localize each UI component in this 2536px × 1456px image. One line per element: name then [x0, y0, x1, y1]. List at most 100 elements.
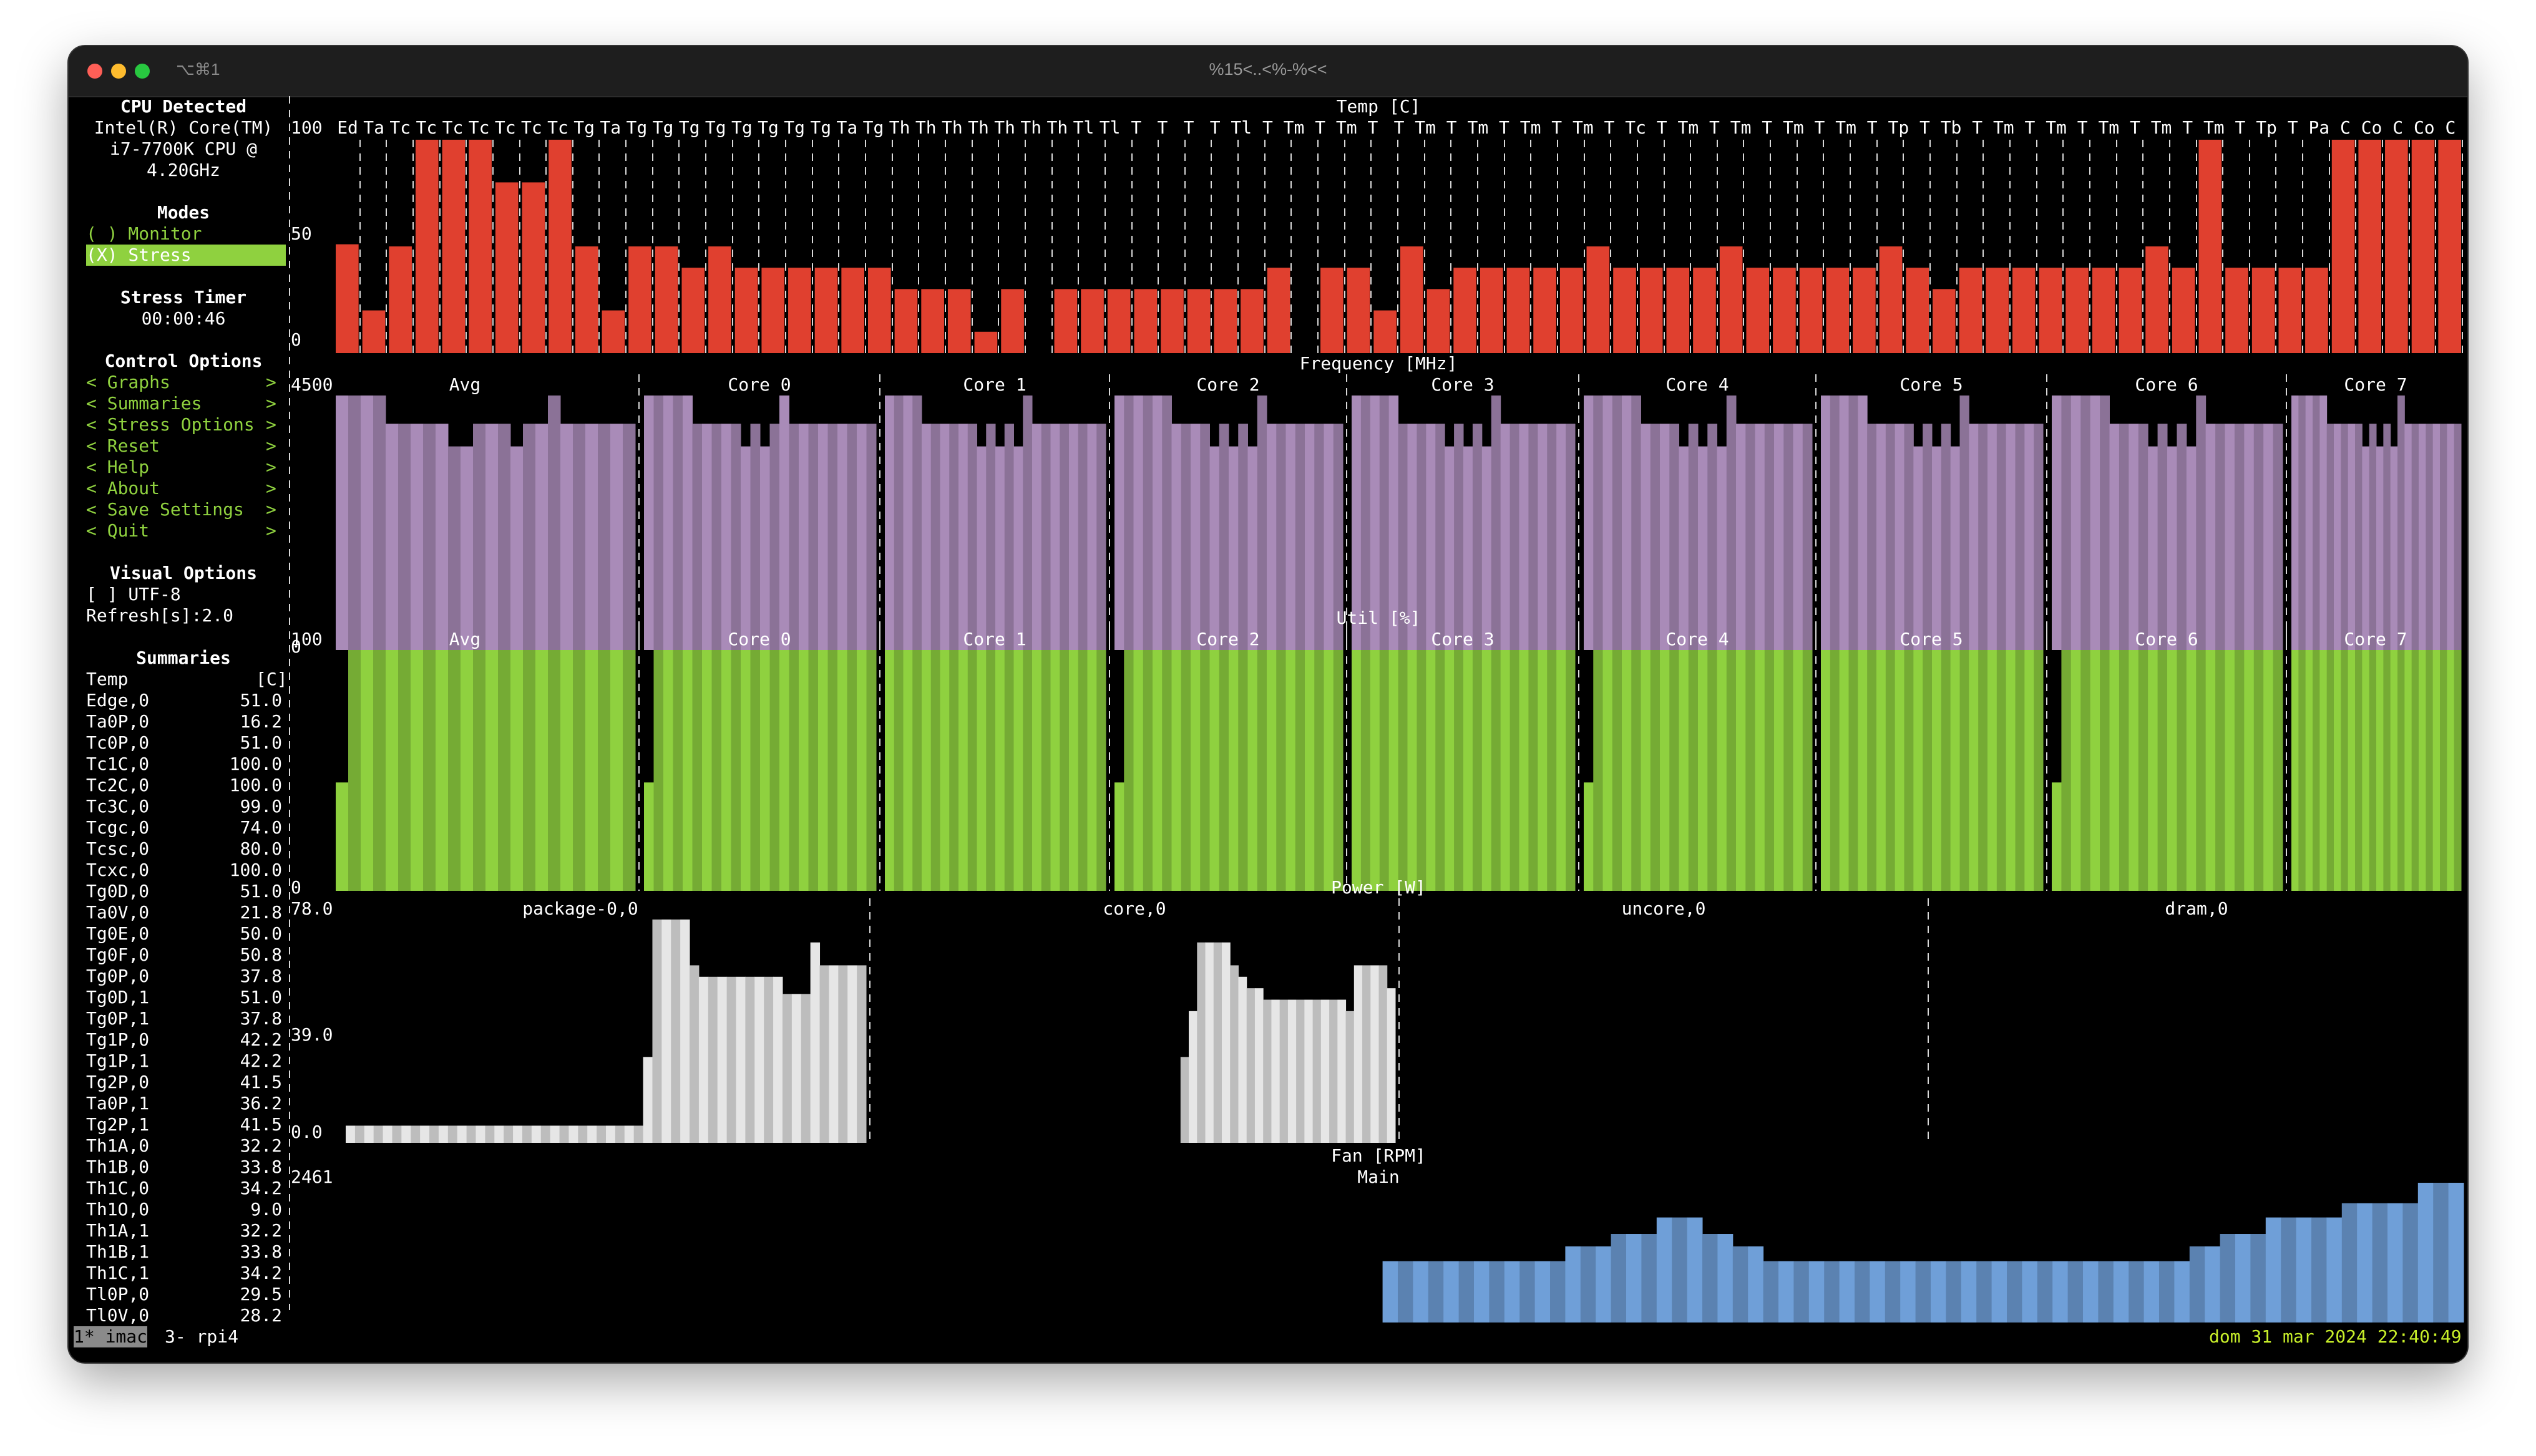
chart-bar [1885, 650, 1896, 891]
chart-bar [1764, 650, 1775, 891]
sensor-label: Tc [1625, 117, 1646, 138]
summary-row-value: 29.5 [240, 1284, 282, 1304]
chart-bar [2326, 650, 2334, 891]
chart-bar [2205, 424, 2216, 650]
control-option-item[interactable]: < Graphs [86, 372, 170, 392]
sensor-label: Tm [1835, 117, 1856, 138]
chart-bar [1900, 1261, 1916, 1323]
control-option-item[interactable]: < About [86, 478, 160, 498]
sensor-label: Th [889, 117, 910, 138]
chart-bar [702, 650, 712, 891]
chart-bar [789, 650, 799, 891]
chart-bar [1370, 650, 1380, 891]
chart-bar [977, 446, 987, 650]
chart-bar [922, 650, 932, 891]
chart-bar [986, 650, 996, 891]
y-tick-label: 50 [291, 223, 312, 244]
control-option-item[interactable]: < Stress Options [86, 414, 255, 435]
chart-bar [2244, 424, 2255, 650]
chart-bar [348, 396, 361, 650]
summary-column-unit: [C] [256, 669, 288, 689]
mode-stress-radio[interactable]: (X) Stress [86, 245, 286, 266]
chart-bar [1996, 424, 2007, 650]
panel-title: package-0,0 [522, 898, 638, 919]
control-option-item[interactable]: < Quit [86, 520, 150, 541]
control-option-item[interactable]: < Reset [86, 435, 160, 456]
chart-bar [2362, 446, 2370, 650]
chart-bar [2357, 1203, 2373, 1323]
minimize-window-button[interactable] [111, 64, 126, 79]
chart-bar [560, 424, 573, 650]
chart-bar [1205, 942, 1214, 1143]
chart-bar [1913, 650, 1923, 891]
chart-bar [2250, 1234, 2266, 1323]
chart-bar [1267, 650, 1277, 891]
refresh-rate[interactable]: Refresh[s]:2.0 [86, 605, 234, 626]
chart-bar [348, 650, 361, 891]
control-option-item[interactable]: < Save Settings [86, 499, 244, 520]
chart-bar [1631, 650, 1641, 891]
tmux-window-tab-active[interactable]: 1* imac [74, 1326, 148, 1347]
utf8-checkbox[interactable]: [ ] UTF-8 [86, 584, 181, 604]
chart-bar [1004, 424, 1014, 650]
control-option-item[interactable]: < Help [86, 457, 150, 477]
chart-bar [894, 396, 904, 650]
chart-bar [1023, 396, 1033, 650]
chart-bar [1114, 782, 1124, 891]
sensor-label: Tm [2203, 117, 2225, 138]
chart-bar [1230, 965, 1239, 1143]
chart-bar [1382, 1261, 1398, 1323]
chart-bar [386, 424, 399, 650]
summary-row-value: 100.0 [229, 860, 282, 880]
chart-bar [1855, 1261, 1870, 1323]
chart-bar [750, 424, 761, 650]
chart-bar [1407, 650, 1417, 891]
chart-bar [1987, 650, 1997, 891]
close-window-button[interactable] [87, 64, 102, 79]
chart-bar [2006, 424, 2016, 650]
modes-header: Modes [157, 202, 210, 223]
mode-monitor-radio[interactable]: ( ) Monitor [86, 223, 202, 244]
chart-bar [1353, 965, 1363, 1143]
chart-bar [1324, 424, 1334, 650]
chart-bar [769, 424, 780, 650]
chart-bar [2291, 650, 2299, 891]
tmux-window-tab[interactable]: 3- rpi4 [165, 1326, 239, 1347]
summary-row-name: Tg0D,0 [86, 881, 150, 901]
chart-bar [692, 424, 703, 650]
summary-row-name: Tc0P,0 [86, 732, 150, 753]
chart-bar [354, 1125, 365, 1143]
chart-bar [1060, 650, 1070, 891]
chart-bar [1876, 424, 1886, 650]
chart-bar [1417, 650, 1426, 891]
chart-bar [2305, 396, 2313, 650]
chart-bar [1004, 650, 1014, 891]
chart-bar [1783, 650, 1793, 891]
maximize-window-button[interactable] [135, 64, 150, 79]
chart-bar [597, 1125, 607, 1143]
chart-bar [1500, 424, 1511, 650]
chart-bar [1426, 650, 1436, 891]
temp-bar [522, 182, 545, 353]
chart-bar [1428, 1261, 1444, 1323]
chart-bar [383, 1125, 393, 1143]
chart-bar [1808, 1261, 1825, 1323]
chart-bar [2061, 650, 2072, 891]
chart-bar [1783, 424, 1793, 650]
chart-title: Temp [C] [1336, 96, 1421, 117]
chart-bar [1566, 424, 1576, 650]
summary-row-name: Tg1P,0 [86, 1029, 150, 1050]
chart-bar [1774, 650, 1784, 891]
chart-bar [1702, 1234, 1718, 1323]
control-option-item[interactable]: < Summaries [86, 393, 202, 414]
tab-shortcut: ⌥⌘1 [176, 60, 220, 79]
chart-bar [1407, 424, 1417, 650]
chart-bar [1191, 424, 1201, 650]
control-option-arrow: > [266, 499, 276, 520]
chart-bar [1669, 650, 1679, 891]
chart-bar [1296, 999, 1305, 1143]
temp-bar [1693, 268, 1716, 353]
chart-bar [1904, 650, 1914, 891]
sensor-label: Th [915, 117, 937, 138]
chart-bar [866, 650, 877, 891]
